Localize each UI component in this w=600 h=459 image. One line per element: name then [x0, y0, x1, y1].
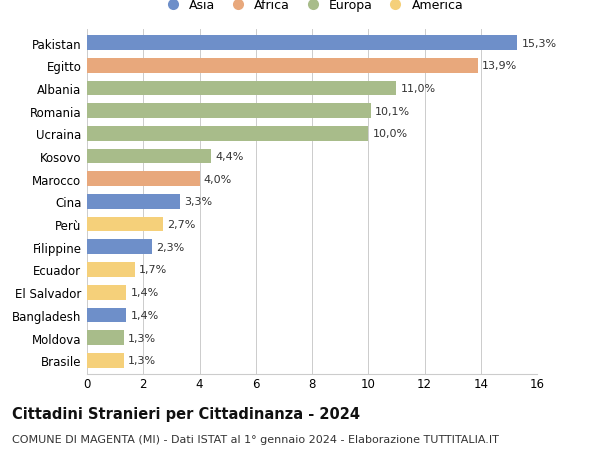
Text: 1,3%: 1,3% [128, 333, 156, 343]
Bar [87, 59, 478, 73]
Text: 1,4%: 1,4% [131, 310, 159, 320]
Text: 1,3%: 1,3% [128, 356, 156, 365]
Bar [87, 81, 397, 96]
Bar [87, 240, 152, 255]
Text: 2,3%: 2,3% [156, 242, 184, 252]
Bar [87, 36, 517, 51]
Bar [87, 172, 199, 187]
Text: 4,4%: 4,4% [215, 151, 244, 162]
Bar [87, 195, 180, 209]
Text: COMUNE DI MAGENTA (MI) - Dati ISTAT al 1° gennaio 2024 - Elaborazione TUTTITALIA: COMUNE DI MAGENTA (MI) - Dati ISTAT al 1… [12, 434, 499, 444]
Legend: Asia, Africa, Europa, America: Asia, Africa, Europa, America [158, 0, 466, 14]
Text: 1,4%: 1,4% [131, 287, 159, 297]
Text: 3,3%: 3,3% [184, 197, 212, 207]
Bar [87, 149, 211, 164]
Bar [87, 285, 127, 300]
Text: 10,1%: 10,1% [375, 106, 410, 117]
Text: 13,9%: 13,9% [482, 61, 517, 71]
Bar [87, 308, 127, 323]
Text: 1,7%: 1,7% [139, 265, 167, 275]
Bar [87, 263, 135, 277]
Text: 2,7%: 2,7% [167, 219, 196, 230]
Bar [87, 330, 124, 345]
Text: Cittadini Stranieri per Cittadinanza - 2024: Cittadini Stranieri per Cittadinanza - 2… [12, 406, 360, 421]
Text: 11,0%: 11,0% [401, 84, 436, 94]
Text: 15,3%: 15,3% [521, 39, 557, 48]
Text: 10,0%: 10,0% [373, 129, 407, 139]
Text: 4,0%: 4,0% [204, 174, 232, 185]
Bar [87, 217, 163, 232]
Bar [87, 104, 371, 119]
Bar [87, 127, 368, 141]
Bar [87, 353, 124, 368]
